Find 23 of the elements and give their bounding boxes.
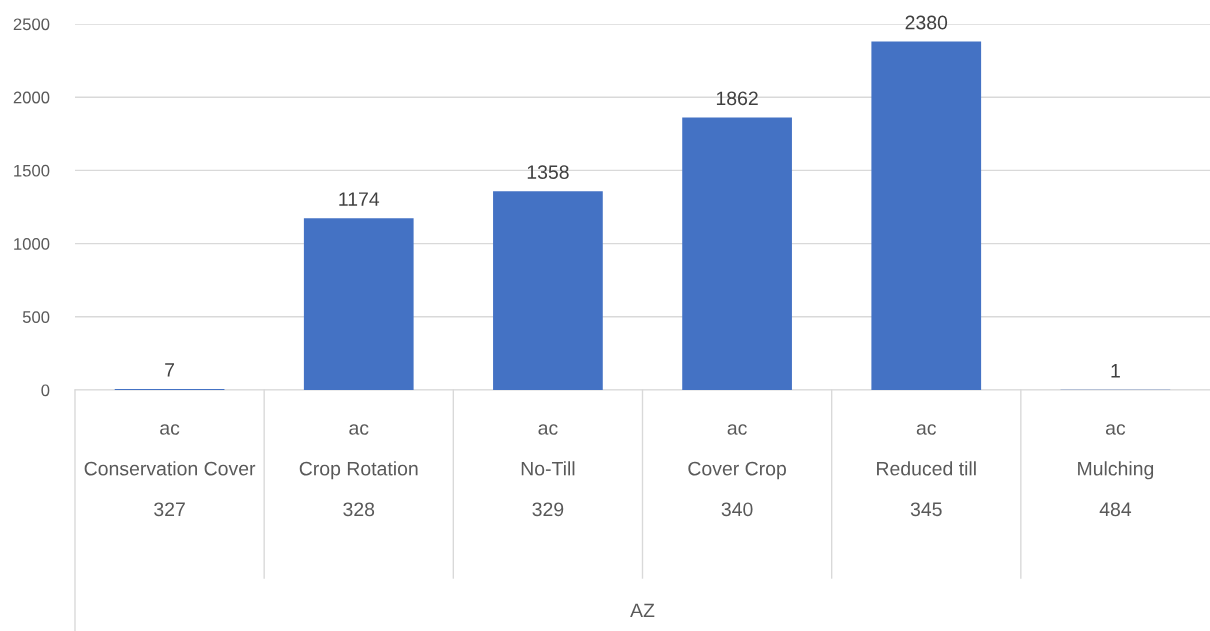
category-label: ac Conservation Cover 327 <box>84 424 256 517</box>
y-tick-label: 500 <box>22 311 50 323</box>
category-label: ac Mulching 484 <box>1078 424 1154 517</box>
y-tick-label: 1500 <box>14 164 50 177</box>
bar <box>682 117 792 390</box>
category-label: ac Reduced till 345 <box>877 424 976 517</box>
bar <box>871 41 982 390</box>
bar <box>303 218 414 390</box>
y-tick-label: 2500 <box>13 18 50 31</box>
data-label: 1174 <box>339 192 380 206</box>
y-tick-label: 0 <box>41 384 50 397</box>
category-label: ac Crop Rotation 328 <box>299 424 418 517</box>
data-label: 1 <box>1111 364 1120 378</box>
bar <box>493 191 603 390</box>
data-label: 1862 <box>716 91 758 106</box>
text: AZ <box>630 603 655 618</box>
category-label: ac No-Till 329 <box>521 424 575 517</box>
data-label: 7 <box>165 363 175 377</box>
category-label: ac Cover Crop 340 <box>688 424 786 517</box>
y-tick-label: 1000 <box>14 238 50 250</box>
y-tick-label: 2000 <box>13 91 50 104</box>
data-label: 1358 <box>527 165 569 180</box>
data-label: 2380 <box>905 15 948 30</box>
